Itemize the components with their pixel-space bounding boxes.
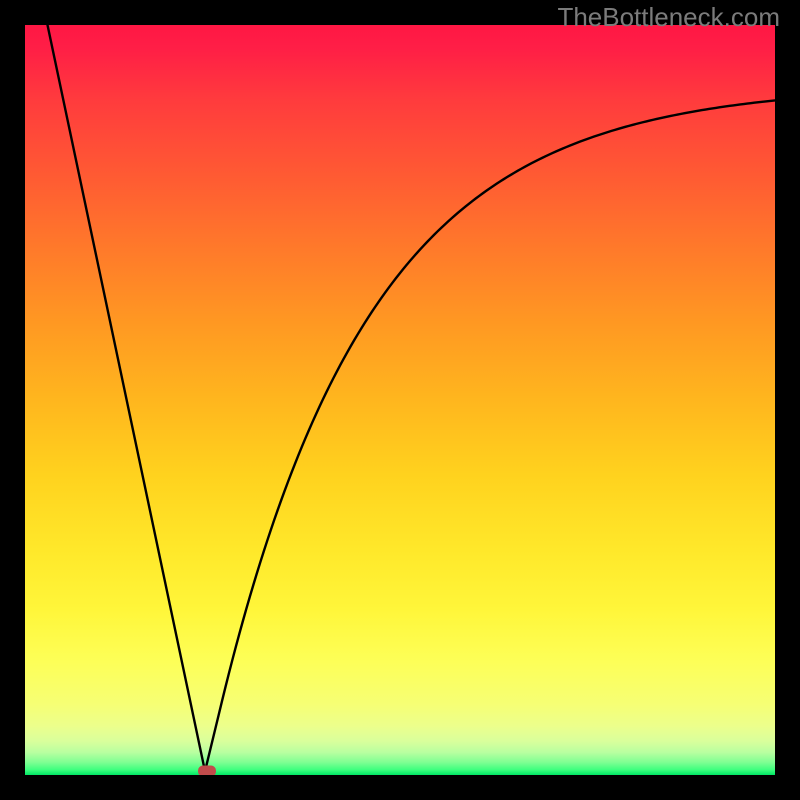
plot-area	[25, 25, 775, 775]
watermark-text: TheBottleneck.com	[557, 2, 780, 33]
curve-path	[48, 25, 776, 771]
optimum-marker	[198, 765, 216, 775]
chart-stage: TheBottleneck.com	[0, 0, 800, 800]
bottleneck-curve	[25, 25, 775, 775]
